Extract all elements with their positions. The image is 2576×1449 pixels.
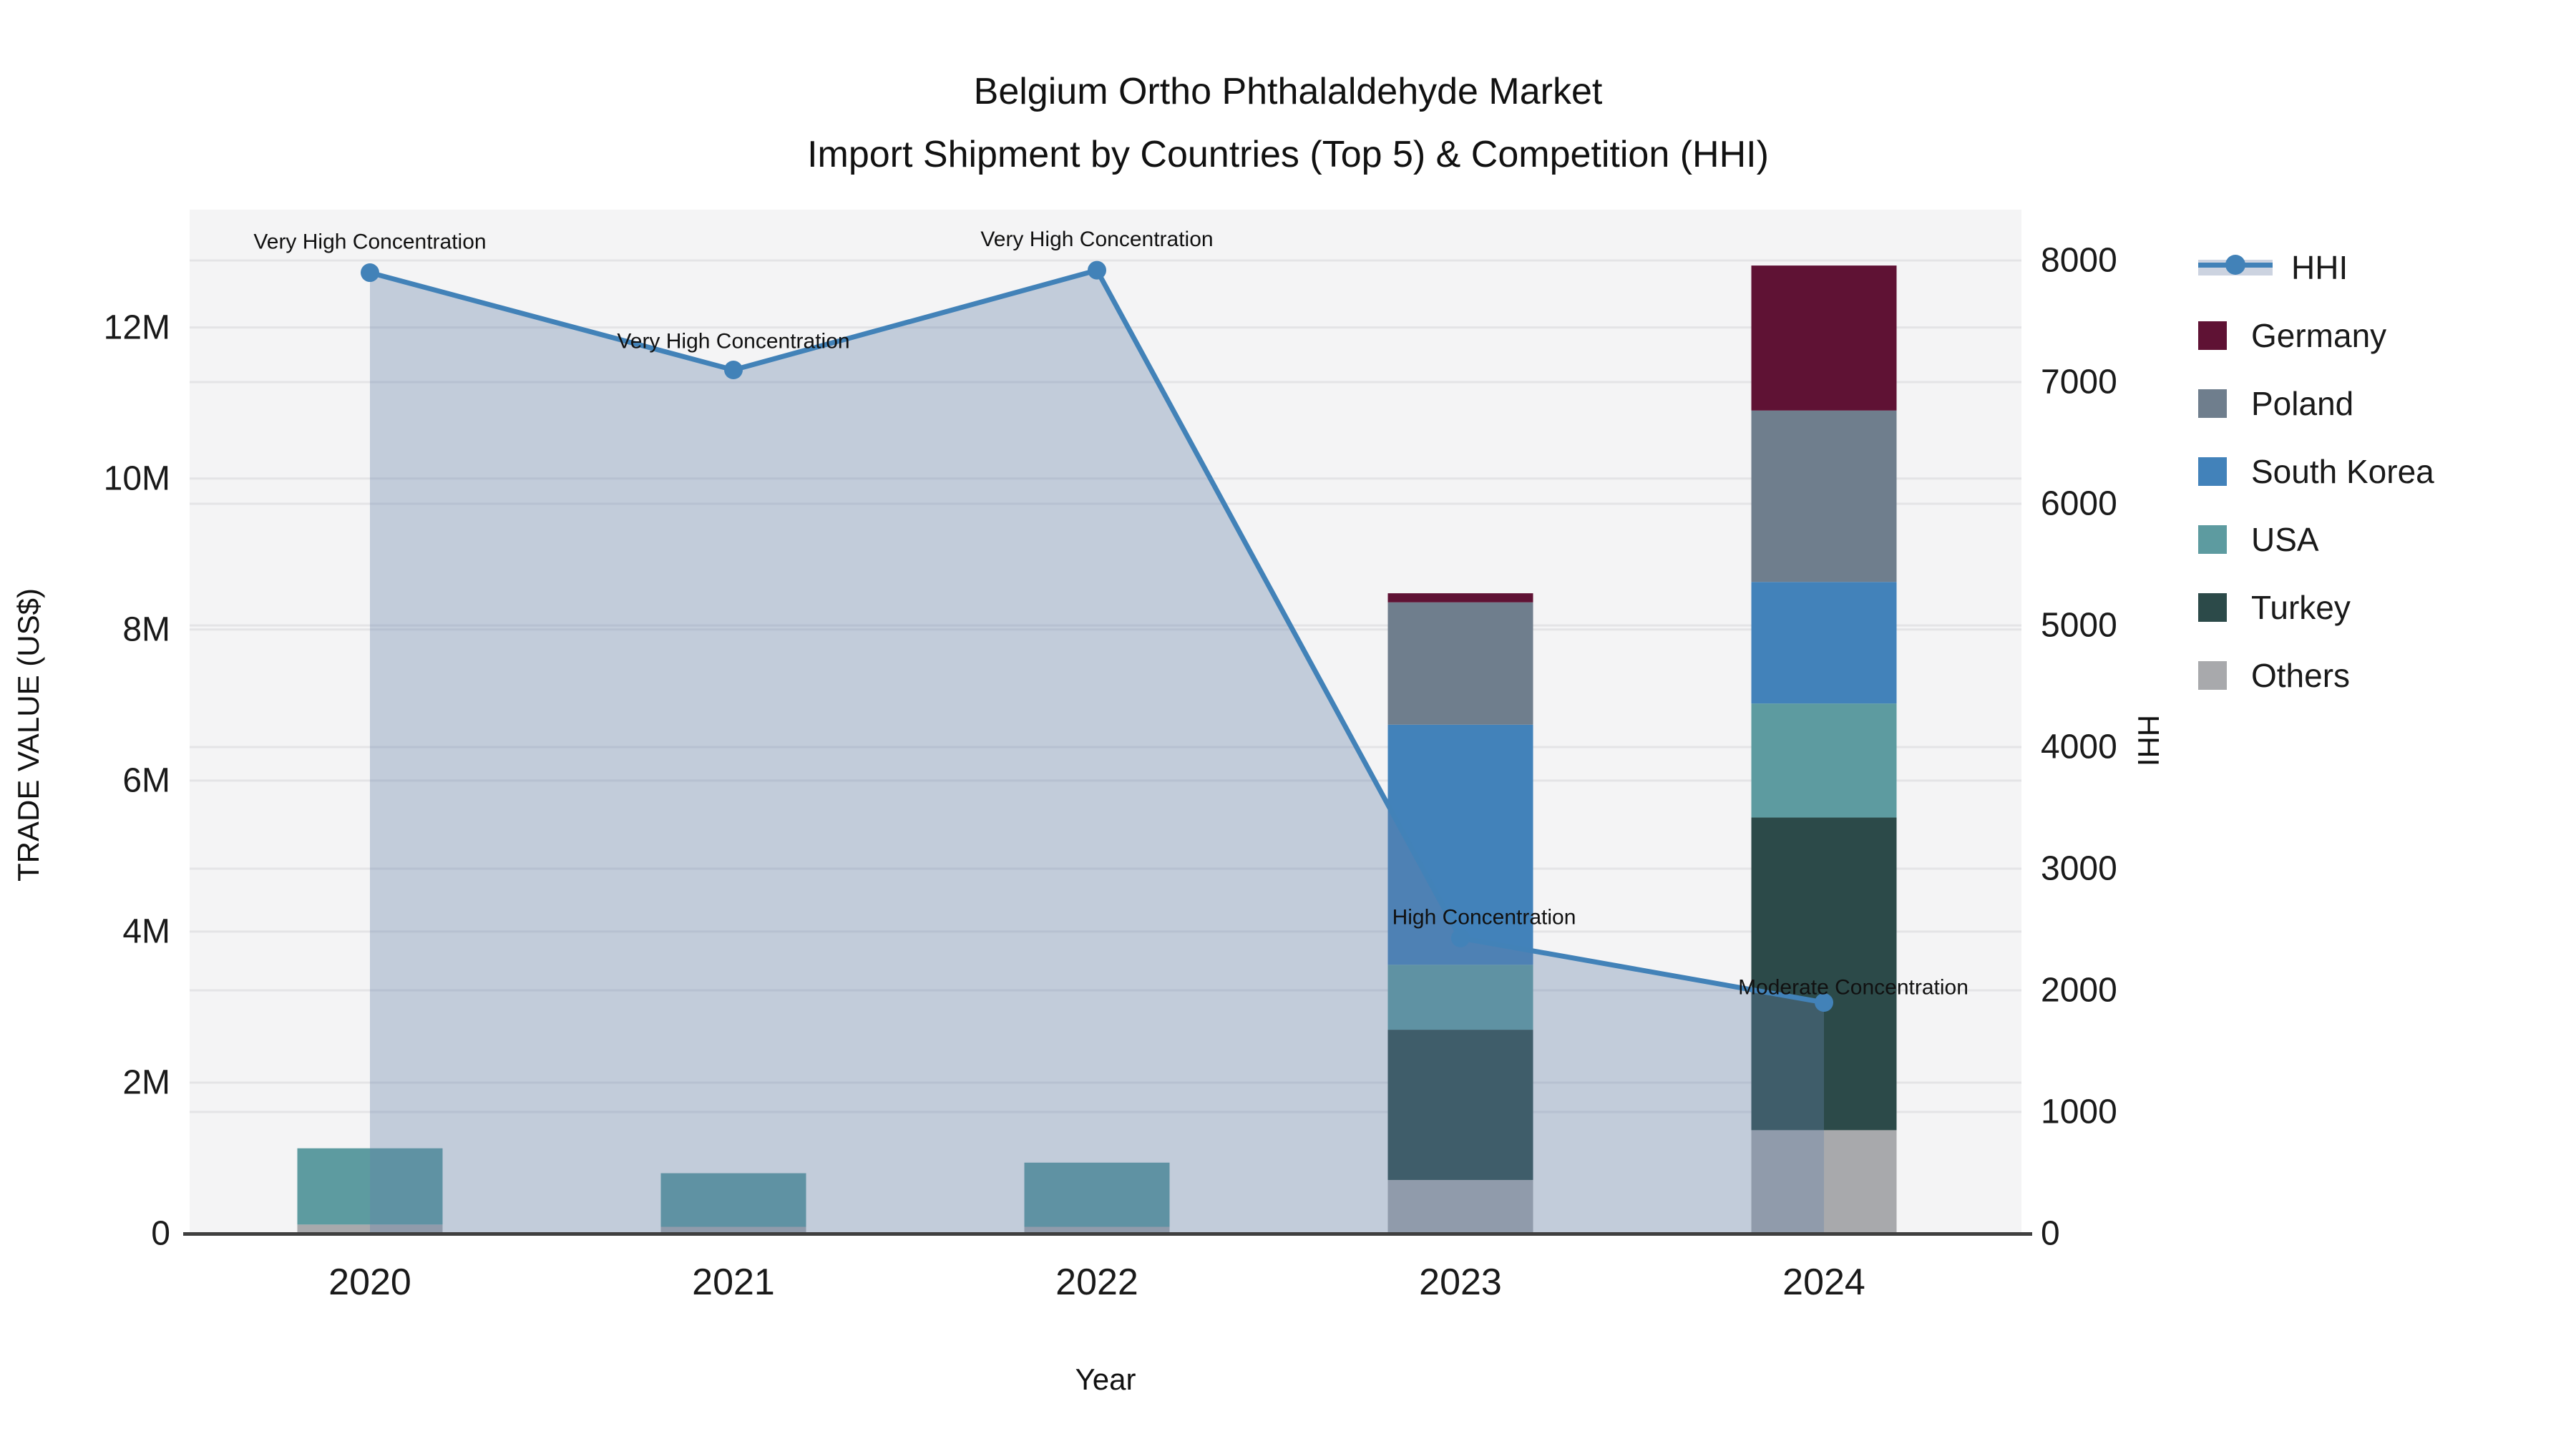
hhi-marker-2023 bbox=[1451, 928, 1470, 947]
x-tick-2021: 2021 bbox=[692, 1262, 775, 1303]
legend-label-turkey: Turkey bbox=[2251, 588, 2351, 626]
bar-segment-usa-2023 bbox=[1387, 965, 1533, 1030]
legend-swatch-usa-icon bbox=[2198, 525, 2227, 554]
y-axis-left-title: TRADE VALUE (US$) bbox=[11, 588, 45, 882]
y-right-tick-0: 0 bbox=[2041, 1214, 2060, 1253]
y-right-tick-4000: 4000 bbox=[2041, 728, 2117, 766]
bar-segment-others-2020 bbox=[297, 1224, 443, 1234]
x-axis-line bbox=[183, 1232, 2032, 1236]
hhi-area-fill bbox=[370, 270, 1824, 1234]
annotation-very-high-concentration-2022: Very High Concentration bbox=[980, 228, 1213, 251]
y-right-tick-1000: 1000 bbox=[2041, 1093, 2117, 1131]
legend-item-poland: Poland bbox=[2198, 369, 2434, 437]
annotation-very-high-concentration-2021: Very High Concentration bbox=[617, 330, 849, 353]
plot-area: Very High Concentration Very High Concent… bbox=[190, 210, 2021, 1234]
legend-label-usa: USA bbox=[2251, 520, 2319, 558]
y-left-tick-4M: 4M bbox=[122, 912, 170, 951]
legend-label-germany: Germany bbox=[2251, 316, 2387, 354]
x-axis-title: Year bbox=[1075, 1362, 1136, 1396]
bar-segment-turkey-2023 bbox=[1387, 1030, 1533, 1181]
gridlines bbox=[190, 259, 2021, 1113]
legend-label-south-korea: South Korea bbox=[2251, 452, 2434, 490]
chart-title-line2: Import Shipment by Countries (Top 5) & C… bbox=[807, 134, 1769, 175]
legend-label-others: Others bbox=[2251, 656, 2351, 694]
legend-label-poland: Poland bbox=[2251, 384, 2354, 422]
y-left-tick-6M: 6M bbox=[122, 761, 170, 800]
bar-segment-usa-2020 bbox=[297, 1148, 443, 1225]
hhi-marker-2021 bbox=[724, 361, 743, 380]
legend-item-turkey: Turkey bbox=[2198, 573, 2434, 641]
bar-segment-poland-2023 bbox=[1387, 602, 1533, 725]
legend-item-others: Others bbox=[2198, 641, 2434, 709]
legend-item-south-korea: South Korea bbox=[2198, 437, 2434, 505]
y-left-tick-12M: 12M bbox=[103, 308, 170, 347]
bar-segment-germany-2024 bbox=[1751, 265, 1897, 411]
y-right-tick-6000: 6000 bbox=[2041, 484, 2117, 523]
y-right-tick-2000: 2000 bbox=[2041, 971, 2117, 1010]
chart-canvas: Very High Concentration Very High Concent… bbox=[190, 228, 2021, 1234]
x-tick-2023: 2023 bbox=[1419, 1262, 1502, 1303]
y-right-tick-7000: 7000 bbox=[2041, 363, 2117, 401]
bar-segment-usa-2022 bbox=[1024, 1162, 1170, 1227]
bar-segment-germany-2023 bbox=[1387, 593, 1533, 602]
hhi-line-swatch-icon bbox=[2198, 252, 2273, 283]
annotation-very-high-concentration-2020: Very High Concentration bbox=[253, 230, 486, 254]
legend-item-usa: USA bbox=[2198, 505, 2434, 573]
legend-item-hhi: HHI bbox=[2198, 233, 2434, 301]
bar-segment-others-2024 bbox=[1751, 1130, 1897, 1234]
legend-swatch-poland-icon bbox=[2198, 389, 2227, 418]
bar-segment-usa-2024 bbox=[1751, 703, 1897, 818]
annotation-high-concentration-2023: High Concentration bbox=[1392, 905, 1576, 929]
hhi-marker-2024 bbox=[1815, 993, 1833, 1013]
legend-label-hhi: HHI bbox=[2291, 248, 2348, 286]
annotation-moderate-concentration-2024: Moderate Concentration bbox=[1738, 976, 1968, 1000]
legend-swatch-turkey-icon bbox=[2198, 592, 2227, 622]
bar-segment-turkey-2024 bbox=[1751, 817, 1897, 1131]
bar-segment-poland-2024 bbox=[1751, 410, 1897, 582]
legend-item-germany: Germany bbox=[2198, 301, 2434, 369]
y-left-tick-0: 0 bbox=[151, 1214, 170, 1253]
legend: HHI Germany Poland South Korea USA Turkey Othe… bbox=[2198, 233, 2434, 709]
hhi-marker-2020 bbox=[361, 263, 379, 283]
y-left-tick-8M: 8M bbox=[122, 610, 170, 649]
bar-segment-usa-2021 bbox=[660, 1173, 806, 1227]
legend-swatch-others-icon bbox=[2198, 660, 2227, 690]
hhi-marker-icon bbox=[2225, 254, 2245, 275]
bar-segment-others-2021 bbox=[660, 1226, 806, 1234]
y-left-tick-10M: 10M bbox=[103, 459, 170, 498]
bar-segment-others-2023 bbox=[1387, 1180, 1533, 1234]
legend-swatch-germany-icon bbox=[2198, 321, 2227, 350]
bar-segment-others-2022 bbox=[1024, 1226, 1170, 1234]
y-right-tick-8000: 8000 bbox=[2041, 241, 2117, 280]
legend-swatch-south-korea-icon bbox=[2198, 457, 2227, 486]
chart-title-line1: Belgium Ortho Phthalaldehyde Market bbox=[973, 71, 1603, 112]
x-tick-2022: 2022 bbox=[1055, 1262, 1138, 1303]
hhi-marker-2022 bbox=[1088, 260, 1106, 280]
bar-segment-south-korea-2024 bbox=[1751, 582, 1897, 704]
y-axis-right-title: HHI bbox=[2132, 714, 2165, 767]
x-tick-2024: 2024 bbox=[1782, 1262, 1865, 1303]
y-right-tick-3000: 3000 bbox=[2041, 849, 2117, 888]
y-right-tick-5000: 5000 bbox=[2041, 606, 2117, 645]
x-tick-2020: 2020 bbox=[328, 1262, 411, 1303]
bar-series bbox=[297, 265, 1897, 1234]
y-left-tick-2M: 2M bbox=[122, 1063, 170, 1102]
